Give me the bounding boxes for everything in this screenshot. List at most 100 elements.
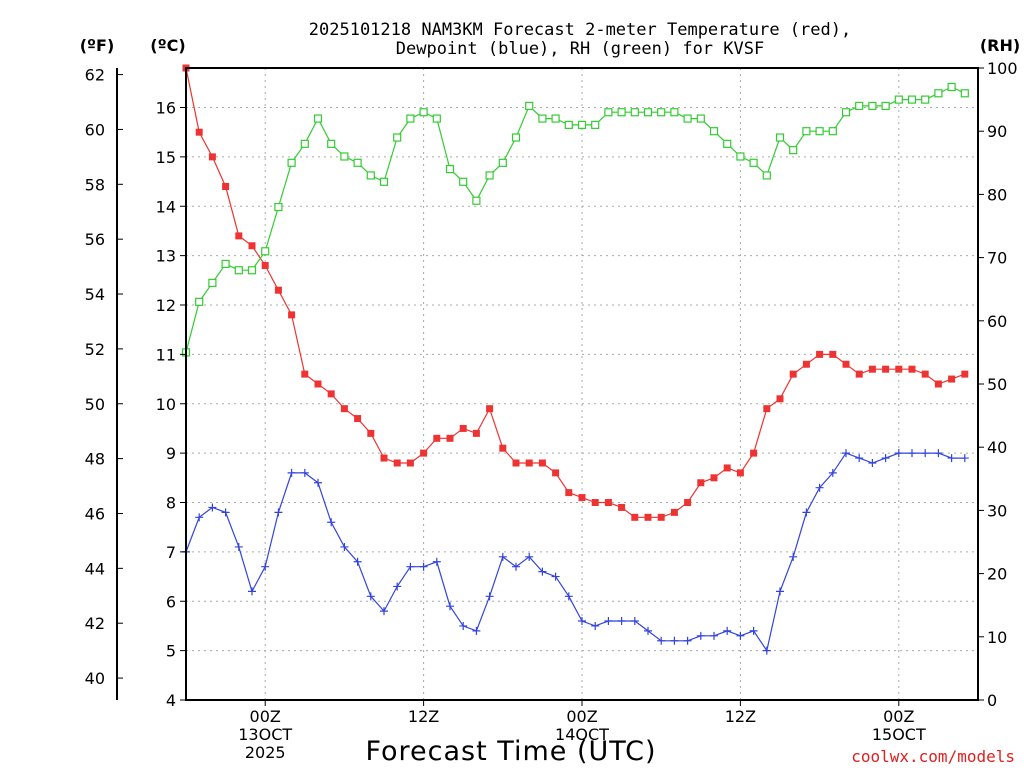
dewpoint-point	[683, 636, 692, 645]
dewpoint-point	[393, 582, 402, 591]
rh-point	[459, 177, 468, 186]
dewpoint-point	[525, 552, 534, 561]
temperature-point	[789, 370, 797, 378]
dewpoint-point	[472, 626, 481, 635]
temperature-point	[486, 405, 494, 413]
fahrenheit-tick-label: 40	[85, 669, 105, 688]
rh-tick-label: 30	[987, 501, 1007, 520]
rh-point	[723, 139, 732, 148]
fahrenheit-axis: 40 42 44 46 48 50 52 54 56 58 60 62	[85, 66, 123, 688]
temperature-point	[406, 459, 414, 467]
dewpoint-point	[723, 626, 732, 635]
dewpoint-point	[617, 617, 626, 625]
dewpoint-point	[696, 631, 705, 640]
rh-point	[485, 171, 494, 180]
fahrenheit-tick-label: 62	[85, 66, 105, 85]
rh-point	[657, 108, 666, 117]
credit-link[interactable]: coolwx.com/models	[851, 747, 1015, 766]
temperature-point	[591, 499, 599, 506]
rh-axis: 0 10 20 30 40 50 60 70 80 90 100	[978, 59, 1018, 710]
rh-point	[393, 133, 402, 142]
dewpoint-point	[380, 607, 388, 616]
temperature-point	[802, 360, 810, 368]
celsius-tick-label: 16	[156, 99, 176, 118]
chart-title-line1: 2025101218 NAM3KM Forecast 2-meter Tempe…	[309, 20, 851, 40]
rh-point	[617, 108, 626, 117]
rh-point	[564, 120, 573, 129]
dewpoint-point	[248, 587, 256, 596]
rh-tick-label: 60	[987, 312, 1007, 331]
rh-tick-label: 10	[987, 628, 1007, 647]
rh-point	[868, 101, 877, 111]
dewpoint-point	[604, 617, 613, 625]
dewpoint-point	[855, 454, 864, 463]
dewpoint-point	[921, 449, 930, 458]
dewpoint-point	[947, 454, 956, 463]
rh-point	[208, 278, 217, 287]
dewpoint-point	[644, 626, 652, 635]
temperature-point	[235, 232, 243, 240]
dewpoint-point	[327, 518, 336, 527]
celsius-tick-label: 10	[156, 395, 176, 414]
temperature-point	[763, 405, 771, 413]
celsius-tick-label: 12	[156, 296, 176, 315]
rh-point	[841, 108, 851, 117]
rh-point	[366, 171, 375, 180]
x-tick-label: 15OCT	[872, 725, 926, 744]
dewpoint-point	[815, 483, 824, 492]
temperature-point	[525, 459, 533, 467]
fahrenheit-tick-label: 58	[85, 175, 105, 194]
fahrenheit-tick-label: 48	[85, 450, 105, 469]
dewpoint-point	[261, 562, 270, 571]
celsius-tick-label: 4	[166, 691, 176, 710]
dewpoint-point	[776, 587, 784, 596]
dewpoint-point	[828, 468, 837, 477]
dewpoint-point	[274, 508, 283, 517]
rh-point	[551, 114, 560, 123]
temperature-point	[750, 449, 758, 457]
temperature-point	[565, 489, 573, 497]
fahrenheit-tick-label: 50	[85, 395, 105, 414]
rh-point	[775, 133, 785, 142]
x-tick-label: 2025	[245, 743, 286, 762]
dewpoint-point	[591, 621, 600, 630]
rh-tick-label: 0	[987, 691, 997, 710]
temperature-point	[288, 311, 296, 319]
temperature-point	[710, 474, 718, 482]
temperature-point	[274, 286, 282, 294]
dewpoint-point	[446, 602, 454, 611]
x-tick-label: 00Z	[250, 707, 281, 726]
rh-tick-label: 20	[987, 565, 1007, 584]
rh-point	[894, 95, 903, 104]
temperature-point	[723, 464, 731, 472]
rh-point	[604, 108, 613, 117]
rh-point	[670, 108, 679, 117]
rh-point	[379, 177, 389, 186]
rh-point	[511, 133, 521, 142]
temperature-point	[908, 365, 916, 373]
dewpoint-point	[432, 557, 441, 566]
celsius-tick-label: 7	[166, 543, 176, 562]
temperature-point	[420, 449, 428, 457]
temperature-point	[327, 390, 335, 398]
rh-point	[577, 120, 587, 129]
rh-point	[934, 89, 943, 98]
temperature-point	[684, 499, 692, 506]
rh-point	[221, 259, 230, 269]
x-tick-label: 12Z	[408, 707, 439, 726]
temperature-point	[842, 360, 850, 368]
temperature-line	[185, 67, 966, 518]
temperature-point	[631, 513, 639, 521]
dewpoint-point	[789, 552, 798, 561]
dewpoint-point	[366, 592, 375, 601]
x-tick-label: 00Z	[883, 707, 914, 726]
rh-point	[340, 152, 349, 161]
temperature-point	[855, 370, 863, 378]
dewpoint-point	[208, 503, 217, 512]
temperature-point	[829, 350, 837, 358]
temperature-point	[222, 183, 230, 190]
rh-tick-label: 100	[987, 59, 1018, 78]
temperature-point	[736, 469, 744, 477]
dewpoint-point	[353, 557, 362, 566]
dewpoint-point	[630, 617, 639, 625]
